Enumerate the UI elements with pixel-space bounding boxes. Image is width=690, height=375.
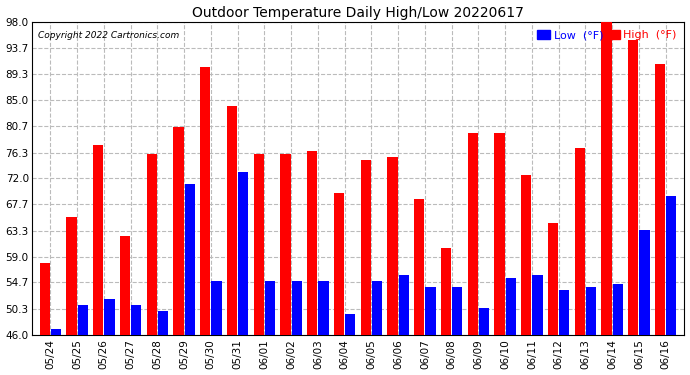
Text: Copyright 2022 Cartronics.com: Copyright 2022 Cartronics.com	[38, 32, 179, 40]
Bar	[265, 280, 275, 335]
Bar	[426, 286, 435, 335]
Bar	[495, 134, 504, 335]
Bar	[655, 64, 665, 335]
Bar	[361, 160, 371, 335]
Bar	[66, 217, 77, 335]
Legend: Low  (°F), High  (°F): Low (°F), High (°F)	[535, 28, 679, 42]
Bar	[334, 194, 344, 335]
Bar	[414, 200, 424, 335]
Bar	[131, 304, 141, 335]
Bar	[120, 236, 130, 335]
Bar	[399, 274, 409, 335]
Bar	[173, 127, 184, 335]
Bar	[39, 262, 50, 335]
Bar	[104, 298, 115, 335]
Bar	[533, 274, 542, 335]
Bar	[613, 284, 623, 335]
Bar	[280, 154, 290, 335]
Bar	[238, 172, 248, 335]
Bar	[93, 146, 104, 335]
Bar	[506, 278, 516, 335]
Bar	[388, 158, 397, 335]
Bar	[200, 67, 210, 335]
Bar	[629, 40, 638, 335]
Bar	[441, 248, 451, 335]
Bar	[667, 196, 676, 335]
Bar	[158, 310, 168, 335]
Bar	[640, 230, 650, 335]
Bar	[77, 304, 88, 335]
Bar	[211, 280, 221, 335]
Title: Outdoor Temperature Daily High/Low 20220617: Outdoor Temperature Daily High/Low 20220…	[192, 6, 524, 20]
Bar	[521, 176, 531, 335]
Bar	[51, 329, 61, 335]
Bar	[185, 184, 195, 335]
Bar	[586, 286, 596, 335]
Bar	[602, 22, 611, 335]
Bar	[345, 314, 355, 335]
Bar	[548, 224, 558, 335]
Bar	[318, 280, 328, 335]
Bar	[479, 308, 489, 335]
Bar	[468, 134, 478, 335]
Bar	[559, 290, 569, 335]
Bar	[307, 152, 317, 335]
Bar	[575, 148, 585, 335]
Bar	[452, 286, 462, 335]
Bar	[254, 154, 264, 335]
Bar	[227, 106, 237, 335]
Bar	[292, 280, 302, 335]
Bar	[147, 154, 157, 335]
Bar	[372, 280, 382, 335]
